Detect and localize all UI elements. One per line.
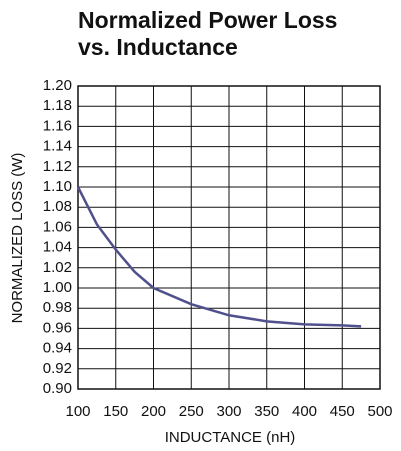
y-tick-label: 0.92 [43, 360, 72, 377]
x-tick-label: 300 [216, 403, 241, 420]
chart-title: Normalized Power Loss [78, 7, 337, 33]
y-tick-label: 1.10 [43, 178, 72, 195]
y-tick-label: 0.96 [43, 319, 72, 336]
y-tick-label: 1.14 [43, 138, 72, 155]
x-tick-label: 200 [141, 403, 166, 420]
x-tick-label: 500 [367, 403, 392, 420]
y-tick-label: 1.02 [43, 259, 72, 276]
x-tick-label: 150 [103, 403, 128, 420]
series-line [76, 186, 362, 328]
x-axis-label: INDUCTANCE (nH) [165, 429, 296, 446]
y-tick-label: 1.08 [43, 198, 72, 215]
y-tick-label: 0.94 [43, 340, 72, 357]
y-tick-label: 1.18 [43, 97, 72, 114]
y-axis-label: NORMALIZED LOSS (W) [9, 153, 26, 324]
x-tick-label: 400 [292, 403, 317, 420]
x-tick-label: 100 [65, 403, 90, 420]
chart-title: vs. Inductance [78, 34, 238, 60]
y-tick-label: 0.90 [43, 380, 72, 397]
x-tick-label: 350 [254, 403, 279, 420]
y-tick-label: 0.98 [43, 299, 72, 316]
y-tick-label: 1.06 [43, 218, 72, 235]
y-tick-label: 1.12 [43, 158, 72, 175]
y-tick-label: 1.16 [43, 117, 72, 134]
y-tick-label: 1.04 [43, 239, 72, 256]
plot-frame [77, 85, 381, 390]
y-tick-label: 1.00 [43, 279, 72, 296]
y-tick-label: 1.20 [43, 77, 72, 94]
x-tick-label: 450 [330, 403, 355, 420]
x-tick-label: 250 [179, 403, 204, 420]
